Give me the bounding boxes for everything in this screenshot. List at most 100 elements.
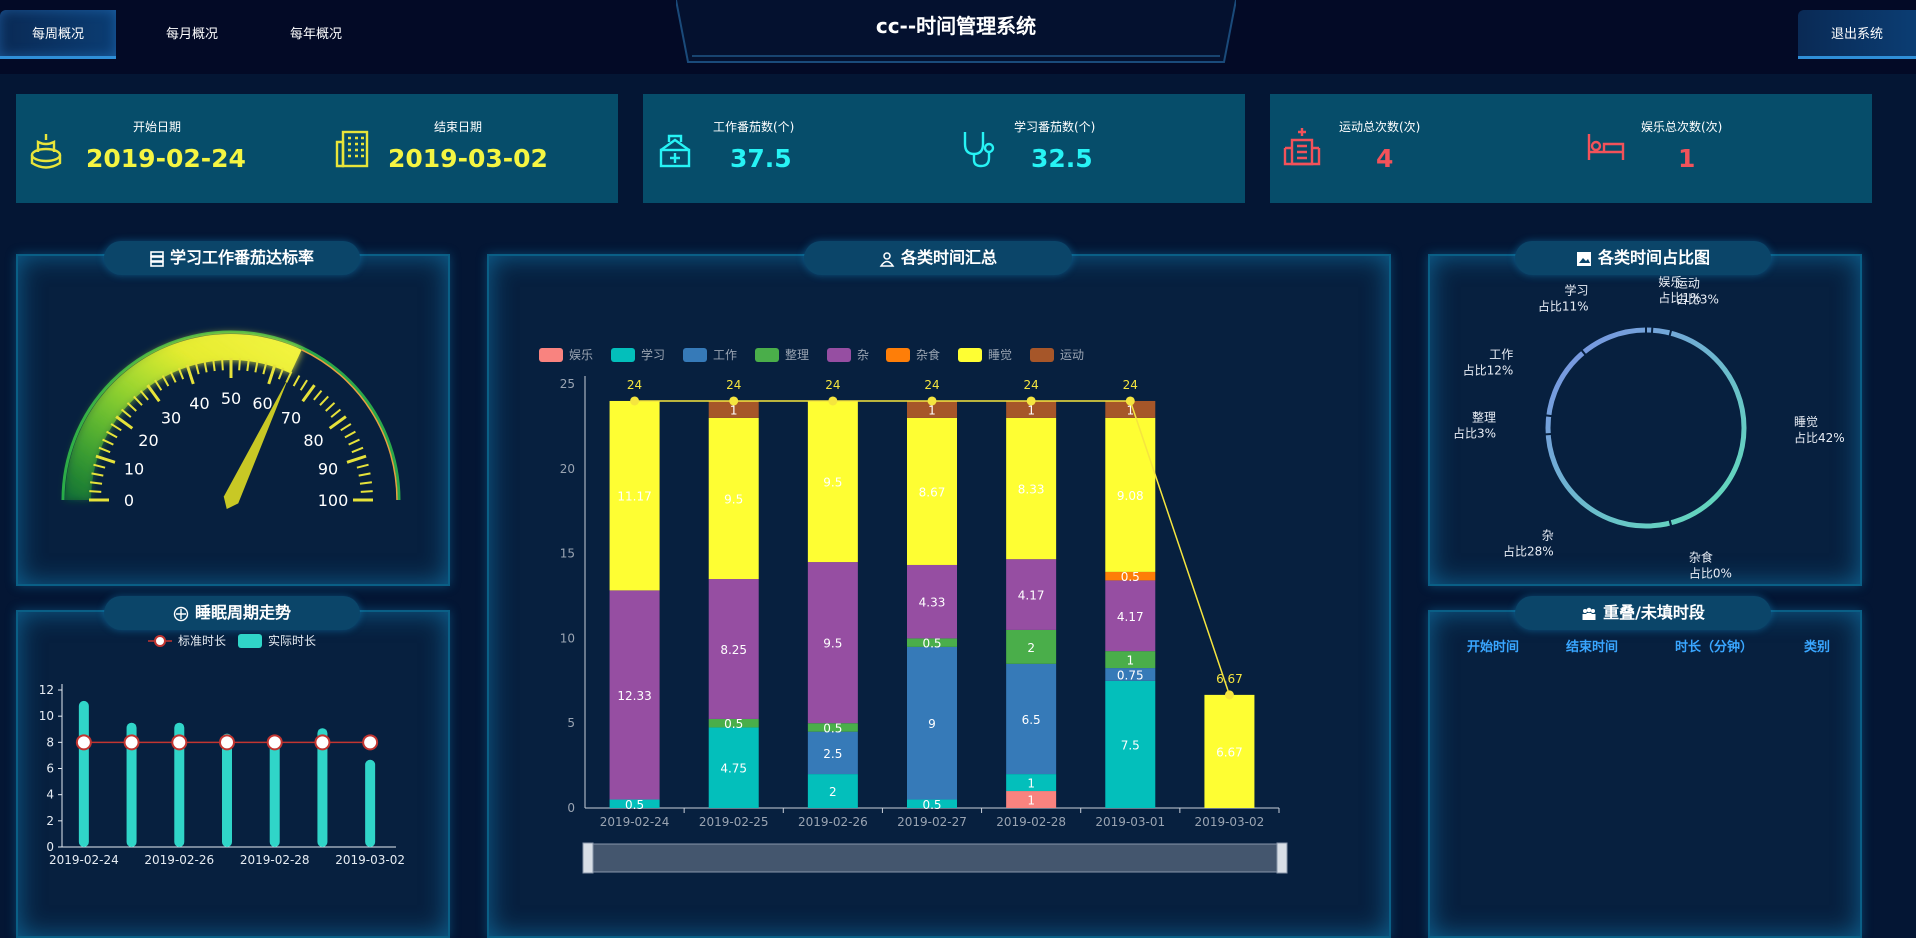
gauge-tick <box>148 385 160 401</box>
y-tick-label: 8 <box>46 735 54 749</box>
col-category: 类别 <box>1804 636 1830 655</box>
gauge-tick <box>301 380 307 390</box>
gauge-tick-label: 10 <box>124 459 144 478</box>
bar-value-label: 2 <box>1027 641 1035 655</box>
legend-swatch <box>958 348 982 362</box>
medical-kit-icon <box>655 128 695 170</box>
total-point <box>1027 396 1036 405</box>
gauge-tick <box>341 424 351 430</box>
table-panel-title-text: 重叠/未填时段 <box>1603 603 1705 622</box>
date-card: 开始日期 2019-02-24 结束日期 2019-03-02 <box>16 94 618 203</box>
x-tick-label: 2019-02-28 <box>240 853 310 867</box>
sleep-bar <box>222 734 232 847</box>
gauge-tick-label: 40 <box>189 394 209 413</box>
exit-button[interactable]: 退出系统 <box>1798 10 1916 59</box>
fun-count-label: 娱乐总次数(次) <box>1641 118 1722 135</box>
nav-weekly[interactable]: 每周概况 <box>0 10 116 59</box>
x-tick-label: 2019-02-26 <box>798 815 868 829</box>
title-banner: cc--时间管理系统 <box>676 0 1236 66</box>
total-label: 24 <box>825 378 840 392</box>
gauge-tick <box>359 473 371 475</box>
page-title: cc--时间管理系统 <box>676 10 1236 39</box>
y-tick-label: 5 <box>567 716 575 730</box>
legend-swatch <box>683 348 707 362</box>
pie-slice-percent: 占比3% <box>1676 292 1719 307</box>
bar-value-label: 0.5 <box>625 798 644 812</box>
y-tick-label: 10 <box>39 709 54 723</box>
gauge-tick <box>347 456 366 462</box>
gauge-tick <box>179 368 183 379</box>
pie-slice-percent: 占比11% <box>1538 298 1589 313</box>
bar-value-label: 1 <box>1027 777 1035 791</box>
activity-card: 运动总次数(次) 4 娱乐总次数(次) 1 <box>1270 94 1872 203</box>
standard-point <box>220 735 234 749</box>
zoom-slider[interactable] <box>583 843 1287 873</box>
gauge-tick <box>279 368 283 379</box>
sport-count-label: 运动总次数(次) <box>1339 118 1420 135</box>
legend-swatch <box>1030 348 1054 362</box>
gauge-tick <box>352 448 363 452</box>
bar-value-label: 9.08 <box>1117 489 1144 503</box>
study-tomato-label: 学习番茄数(个) <box>1014 118 1095 135</box>
bar-value-label: 0.5 <box>1121 570 1140 584</box>
legend-swatch <box>827 348 851 362</box>
bar-value-label: 4.75 <box>720 762 747 776</box>
end-date-value: 2019-03-02 <box>388 144 548 173</box>
gauge-tick <box>326 403 335 411</box>
zoom-handle-left[interactable] <box>583 843 593 873</box>
bar-value-label: 0.5 <box>922 798 941 812</box>
total-label: 24 <box>726 378 741 392</box>
start-date-stat: 开始日期 2019-02-24 <box>16 94 316 203</box>
nav-yearly[interactable]: 每年概况 <box>264 10 368 56</box>
table-panel <box>1428 610 1862 938</box>
total-point <box>928 396 937 405</box>
bar-value-label: 6.5 <box>1022 713 1041 727</box>
bar-value-label: 9 <box>928 717 936 731</box>
legend-label: 学习 <box>641 347 665 362</box>
y-tick-label: 20 <box>560 462 575 476</box>
y-tick-label: 25 <box>560 377 575 391</box>
legend-label: 整理 <box>785 347 809 362</box>
sleep-bar <box>365 760 375 847</box>
pie-slice-percent: 占比42% <box>1794 430 1845 445</box>
gauge-tick <box>222 358 223 370</box>
bed-icon <box>1586 126 1626 168</box>
bar-value-label: 2 <box>829 785 837 799</box>
tomato-card: 工作番茄数(个) 37.5 学习番茄数(个) 32.5 <box>643 94 1245 203</box>
legend-label: 运动 <box>1060 348 1084 362</box>
bar-value-label: 0.75 <box>1117 668 1144 682</box>
zoom-handle-right[interactable] <box>1277 843 1287 873</box>
gauge-tick <box>92 473 104 475</box>
legend-swatch <box>886 348 910 362</box>
gauge-tick <box>360 482 372 484</box>
bar-value-label: 9.5 <box>724 492 743 506</box>
x-tick-label: 2019-02-26 <box>144 853 214 867</box>
standard-point <box>172 735 186 749</box>
bar-value-label: 9.5 <box>823 476 842 490</box>
study-tomato-value: 32.5 <box>1031 144 1093 173</box>
pie-slice-percent: 占比3% <box>1453 426 1496 441</box>
bar-value-label: 1 <box>1027 403 1035 417</box>
ring-pie-chart: 娱乐占比1%运动占比3%睡觉占比42%杂食占比0%杂占比28%整理占比3%工作占… <box>1428 254 1858 582</box>
gauge-tick-label: 70 <box>281 408 301 427</box>
bar-value-label: 1 <box>730 403 738 417</box>
total-label: 24 <box>1123 378 1138 392</box>
legend-label: 睡觉 <box>988 348 1012 362</box>
gauge-tick <box>116 417 132 429</box>
work-tomato-label: 工作番茄数(个) <box>713 118 794 135</box>
total-point <box>828 396 837 405</box>
legend-label: 娱乐 <box>569 348 593 362</box>
bar-value-label: 1 <box>1126 654 1134 668</box>
nav-monthly[interactable]: 每月概况 <box>140 10 244 56</box>
gauge-tick <box>349 440 360 445</box>
bar-value-label: 8.67 <box>919 485 946 499</box>
gauge-tick-label: 90 <box>318 459 338 478</box>
gauge-tick <box>320 396 328 405</box>
gauge-tick <box>361 491 373 492</box>
x-tick-label: 2019-03-02 <box>335 853 405 867</box>
work-tomato-value: 37.5 <box>730 144 792 173</box>
bar-value-label: 6.67 <box>1216 745 1243 759</box>
pie-slice-divider <box>1546 415 1552 416</box>
gauge-tick <box>96 456 115 462</box>
